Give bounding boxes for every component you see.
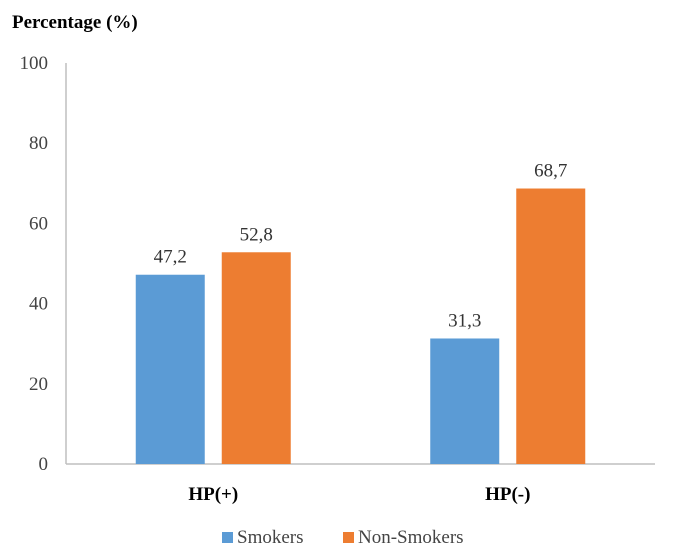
y-axis-title: Percentage (%)	[12, 12, 138, 33]
bar-non-smokers-0	[221, 252, 291, 464]
bar-non-smokers-1	[516, 188, 586, 464]
bars-group	[135, 188, 586, 464]
legend-label: Non-Smokers	[358, 527, 464, 548]
legend: Smokers Non-Smokers	[222, 527, 464, 548]
y-tick-label: 60	[29, 213, 48, 234]
bar-smokers-1	[430, 338, 500, 464]
data-label: 47,2	[154, 247, 187, 268]
legend-label: Smokers	[237, 527, 304, 548]
category-labels-group: HP(+) HP(-)	[188, 484, 530, 505]
data-label: 52,8	[240, 224, 273, 245]
y-tick-label: 40	[29, 294, 48, 315]
y-tick-label: 0	[39, 454, 49, 475]
x-category-label: HP(-)	[485, 484, 530, 505]
legend-swatch-non-smokers	[343, 532, 354, 543]
y-axis-ticks: 0 20 40 60 80 100	[20, 53, 49, 475]
data-label: 68,7	[534, 161, 567, 182]
legend-swatch-smokers	[222, 532, 233, 543]
y-tick-label: 20	[29, 374, 48, 395]
bar-smokers-0	[135, 274, 205, 464]
y-tick-label: 100	[20, 53, 49, 74]
data-label: 31,3	[448, 310, 481, 331]
data-labels-group: 47,2 52,8 31,3 68,7	[154, 161, 568, 332]
y-tick-label: 80	[29, 133, 48, 154]
x-category-label: HP(+)	[188, 484, 238, 505]
